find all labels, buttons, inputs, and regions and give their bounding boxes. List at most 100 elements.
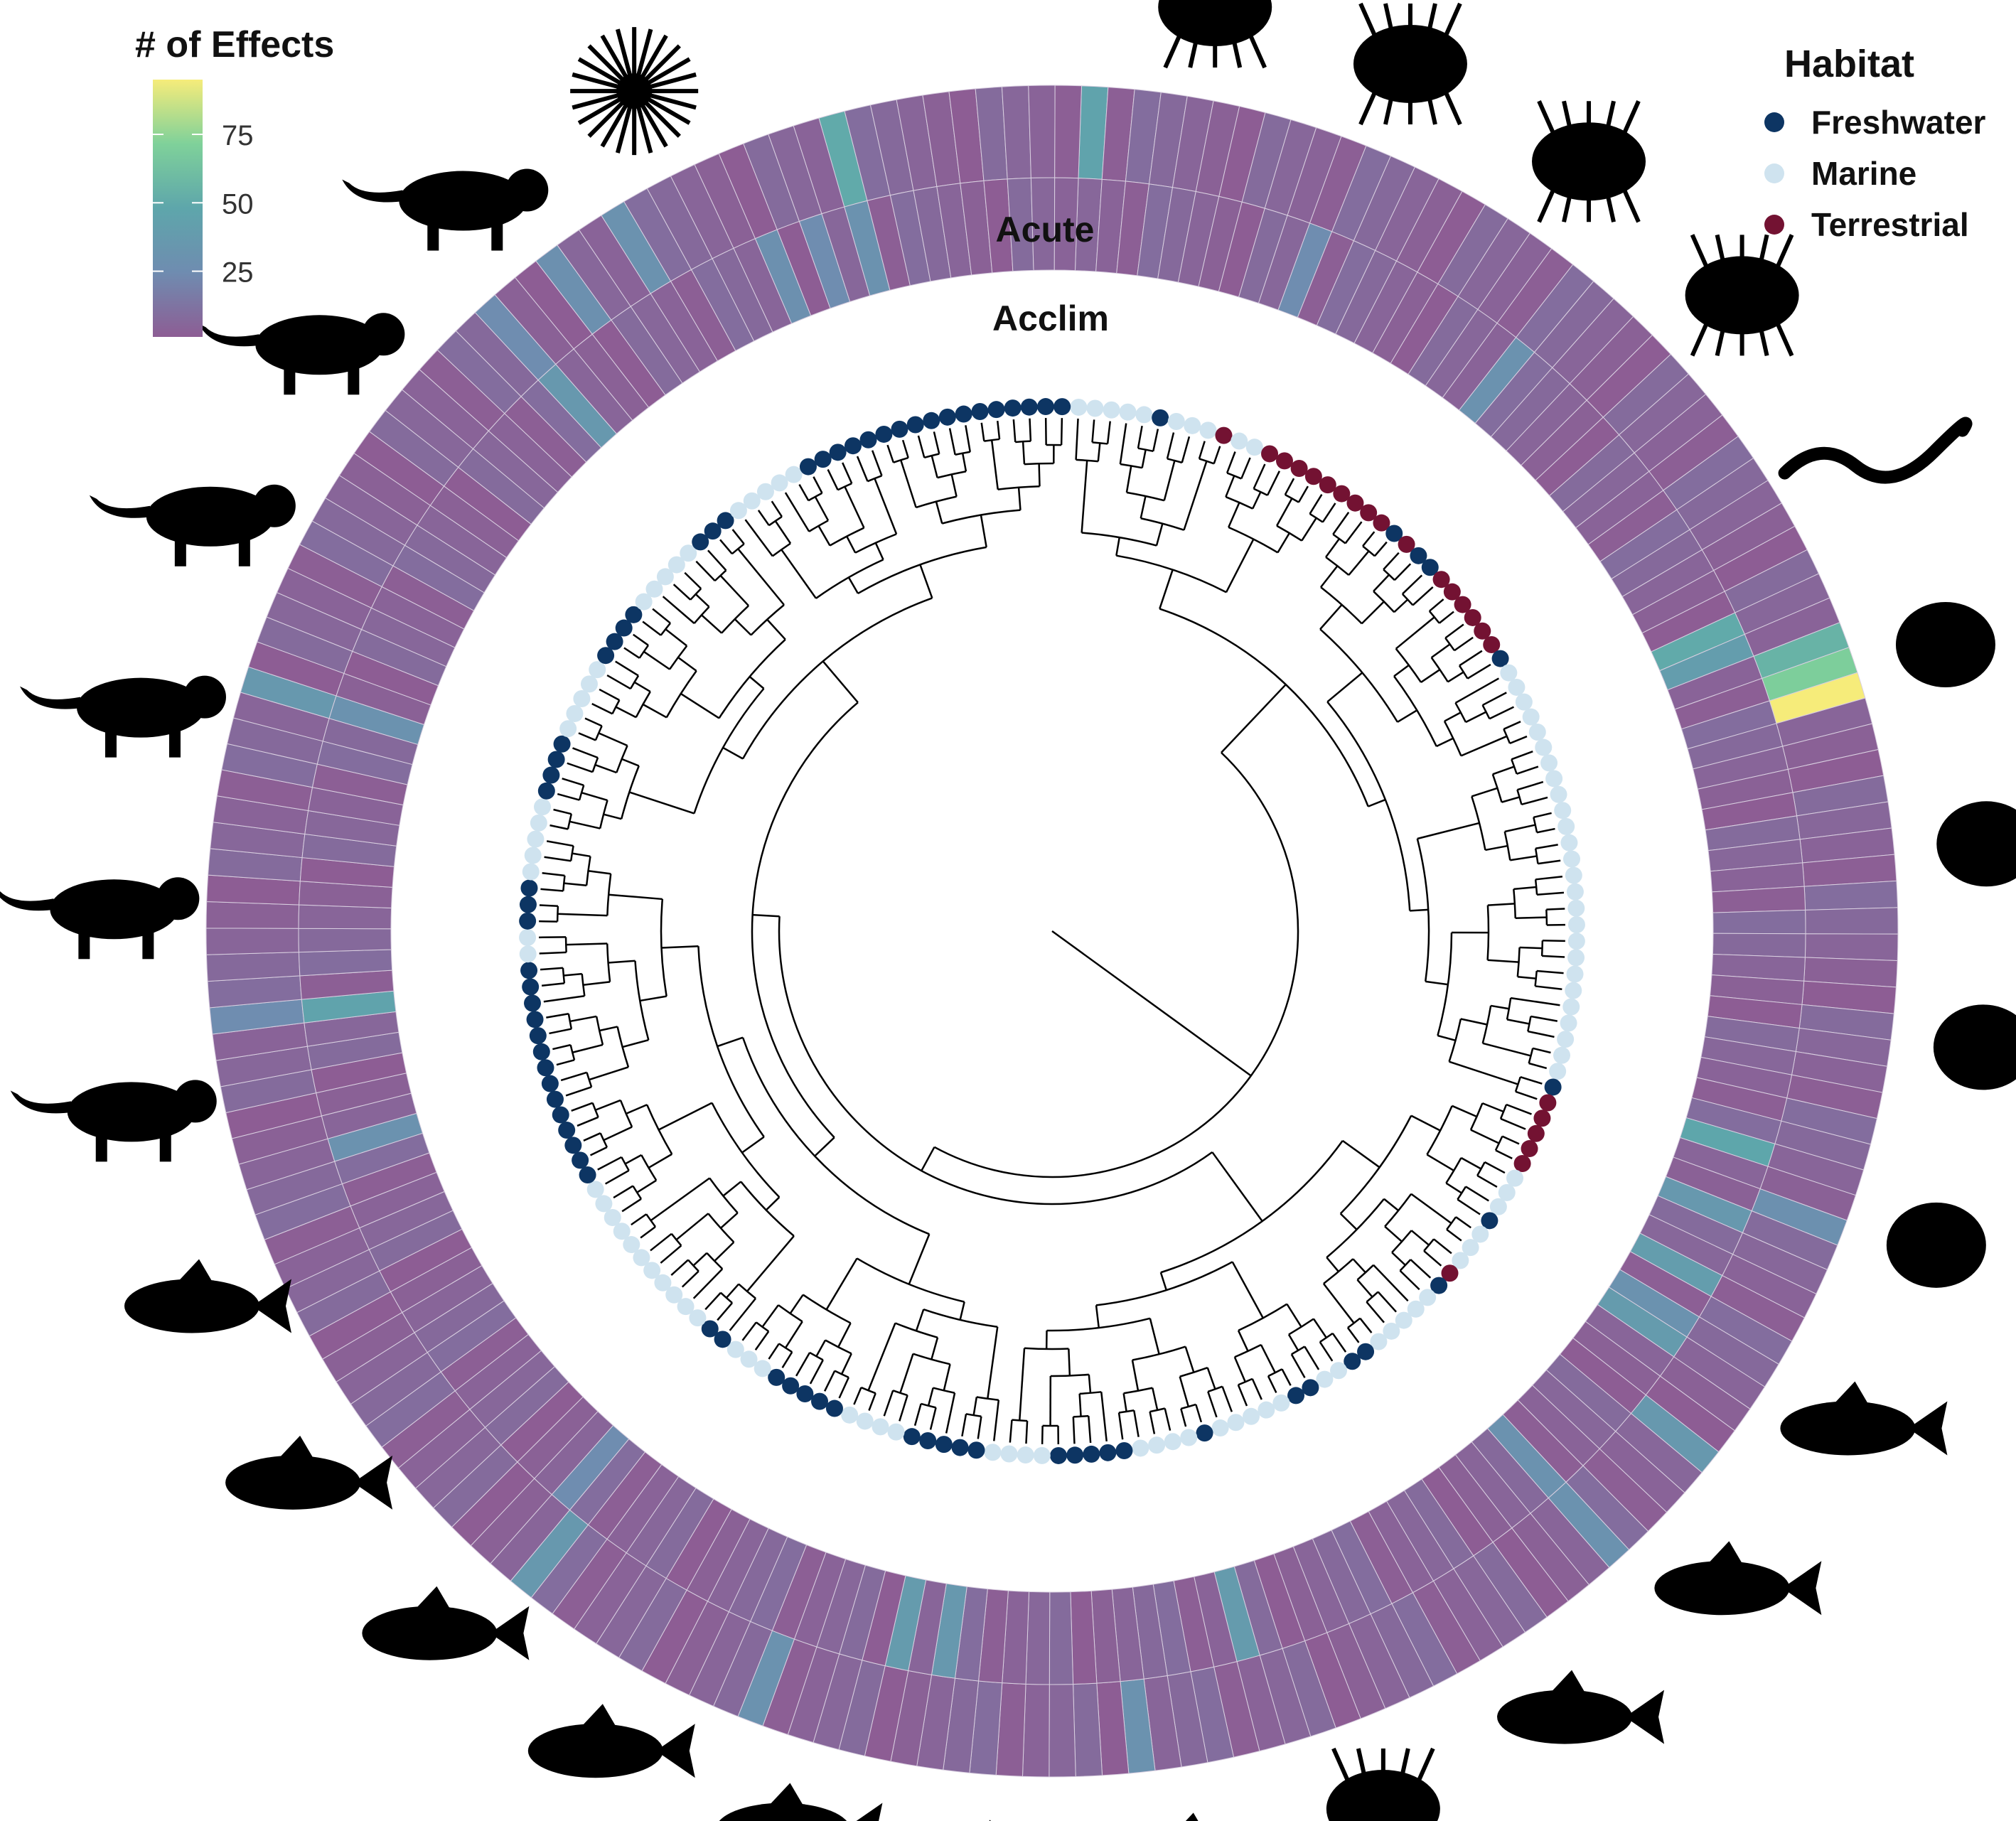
tree-arc xyxy=(1309,512,1324,523)
ring-label-acclim: Acclim xyxy=(992,299,1109,338)
tree-branch xyxy=(1352,1258,1366,1274)
tree-branch xyxy=(874,542,884,560)
tree-branch xyxy=(553,808,572,815)
tree-arc xyxy=(556,906,559,922)
tree-branch xyxy=(931,1337,939,1360)
tree-branch xyxy=(589,1146,608,1156)
tip-point xyxy=(1083,1445,1100,1463)
tree-branch xyxy=(707,549,727,571)
tip-point xyxy=(1491,650,1509,667)
tip-point xyxy=(1398,535,1415,553)
tree-branch xyxy=(1517,975,1536,979)
tip-point xyxy=(1462,1239,1479,1257)
tree-branch xyxy=(665,628,687,647)
tree-branch xyxy=(670,1259,689,1276)
tree-branch xyxy=(1180,1408,1187,1427)
tip-point xyxy=(1452,1252,1469,1269)
tree-branch xyxy=(1072,1417,1076,1444)
tip-point xyxy=(1230,432,1248,450)
tree-branch xyxy=(1012,419,1017,443)
tree-branch xyxy=(1467,663,1491,679)
tip-point xyxy=(717,512,734,530)
tree-branch xyxy=(1410,1230,1430,1246)
tip-point xyxy=(891,420,908,438)
tree-branch xyxy=(1447,671,1464,683)
tree-branch xyxy=(1430,643,1451,659)
tip-point xyxy=(1441,1264,1459,1282)
tree-arc xyxy=(834,1370,849,1379)
tree-arc xyxy=(1481,704,1491,719)
toad-icon xyxy=(10,1080,217,1162)
tree-branch xyxy=(1546,908,1565,910)
tree-branch xyxy=(569,1015,597,1023)
tree-branch xyxy=(784,1321,803,1349)
tip-point xyxy=(1545,770,1563,788)
tip-point xyxy=(1053,398,1071,416)
catfish-icon xyxy=(719,1783,883,1821)
tree-branch xyxy=(950,474,958,497)
tip-point xyxy=(1553,1046,1571,1064)
tree-branch xyxy=(853,1387,862,1405)
tip-point xyxy=(1567,899,1585,917)
tip-point xyxy=(580,675,598,693)
tree-branch xyxy=(943,1364,951,1391)
tree-branch xyxy=(1446,1228,1462,1242)
tip-point xyxy=(586,1181,604,1198)
tip-point xyxy=(987,401,1005,419)
tree-branch xyxy=(1322,1283,1355,1324)
heatmap-cell-acclim xyxy=(1049,1591,1074,1685)
fish-icon xyxy=(1654,1541,1822,1616)
tree-branch xyxy=(1535,985,1562,990)
tip-point xyxy=(1373,514,1390,532)
tree-branch xyxy=(1221,684,1287,753)
tree-arc xyxy=(719,1291,733,1304)
tree-branch xyxy=(1460,1018,1488,1026)
heatmap-rings xyxy=(205,85,1899,1778)
tree-branch xyxy=(817,525,831,547)
tree-branch xyxy=(1348,550,1370,576)
tip-point xyxy=(530,814,547,832)
tree-branch xyxy=(1251,1378,1262,1400)
tip-point xyxy=(1506,1169,1524,1187)
tip-point xyxy=(1483,635,1501,653)
tree-branch xyxy=(908,1233,931,1285)
tree-branch xyxy=(987,1326,999,1399)
tree-branch xyxy=(1533,812,1552,819)
heatmap-cell-acute xyxy=(205,901,300,929)
tree-branch xyxy=(564,882,587,887)
tip-point xyxy=(1471,1225,1489,1243)
heatmap-cell-acute xyxy=(1054,85,1083,179)
tree-branch xyxy=(1140,495,1147,519)
tree-branch xyxy=(1530,1015,1558,1022)
heatmap-cell-acclim xyxy=(1025,1591,1051,1685)
worm-icon xyxy=(1778,417,1973,484)
tip-point xyxy=(623,1236,640,1254)
tip-point xyxy=(754,1360,771,1377)
tree-branch xyxy=(1091,419,1095,443)
tree-branch xyxy=(1277,532,1290,554)
tree-branch xyxy=(608,960,636,964)
tip-point xyxy=(935,1436,953,1454)
tip-point xyxy=(1521,1140,1538,1158)
tree-branch xyxy=(562,778,584,787)
heatmap-cell-acute xyxy=(1804,933,1899,962)
tip-point xyxy=(740,1350,758,1368)
tip-point xyxy=(1086,399,1104,417)
tree-arc xyxy=(808,492,823,502)
tip-point xyxy=(1119,403,1137,421)
tip-point xyxy=(1464,608,1481,626)
tree-branch xyxy=(1297,485,1309,503)
tree-arc xyxy=(562,967,566,984)
tree-branch xyxy=(731,529,745,545)
tree-arc xyxy=(1046,1317,1151,1332)
tree-branch xyxy=(1326,672,1363,703)
tree-branch xyxy=(1131,1360,1140,1392)
tree-arc xyxy=(1513,888,1516,918)
tip-point xyxy=(1287,1387,1305,1404)
tip-point xyxy=(677,1298,695,1316)
tip-point xyxy=(701,1320,719,1338)
tip-point xyxy=(1135,406,1153,424)
tree-branch xyxy=(746,1235,795,1292)
tree-arc xyxy=(1118,1409,1135,1414)
tree-arc xyxy=(660,898,667,997)
